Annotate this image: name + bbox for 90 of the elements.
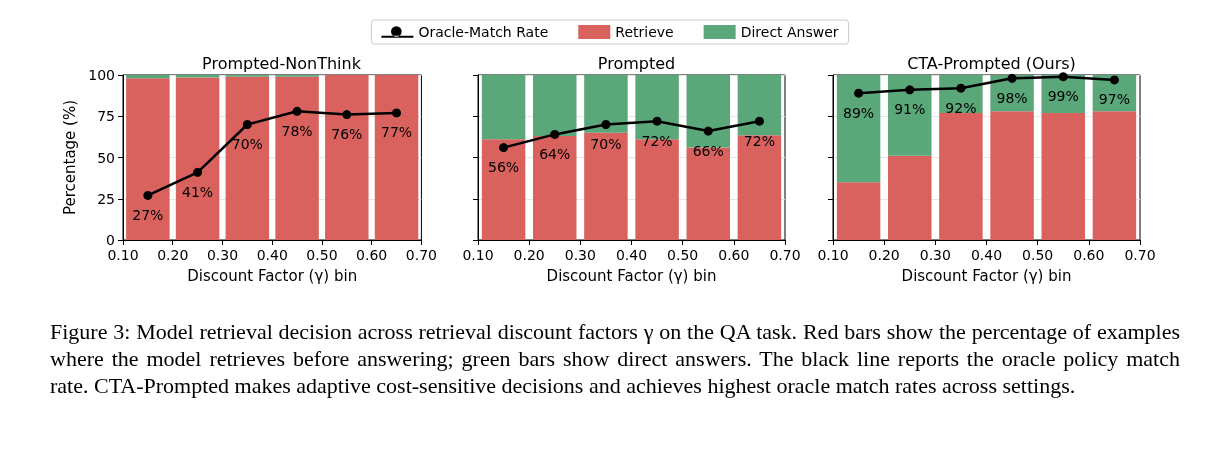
point [703,126,713,136]
data-label: 64% [539,145,571,162]
x-tick-label: 0.30 [564,247,596,263]
y-tick-label: 100 [88,67,115,83]
y-tick-label: 50 [97,149,115,166]
data-label: 56% [488,159,520,176]
point [242,120,252,129]
bar [584,132,628,240]
x-tick-label: 0.50 [306,247,338,263]
bar [888,155,932,240]
bar [990,111,1034,240]
x-axis-title: Discount Factor (γ) bin [546,266,717,285]
x-tick-label: 0.10 [462,247,494,263]
data-label: 76% [331,126,363,143]
x-tick-label: 0.20 [157,247,189,263]
chart-title: Prompted-NonThink [202,53,362,73]
point [499,143,509,153]
x-tick-label: 0.40 [256,247,288,263]
point [392,108,402,118]
legend-label: Direct Answer [740,24,839,40]
data-label: 41% [182,183,214,200]
data-label: 78% [281,122,313,139]
bar [533,136,577,240]
chart-title: CTA-Prompted (Ours) [907,53,1076,73]
x-tick-label: 0.40 [970,247,1003,263]
y-tick-label: 0 [106,232,115,248]
x-tick-label: 0.60 [356,247,388,263]
point [956,83,966,93]
point [550,129,560,139]
x-tick-label: 0.70 [769,247,801,263]
data-label: 70% [590,136,622,152]
bar [533,75,577,137]
point [652,116,662,126]
x-tick-label: 0.60 [718,247,750,263]
chart-title: Prompted [597,53,676,73]
data-label: 99% [1047,88,1079,105]
x-tick-label: 0.30 [206,247,239,263]
x-tick-label: 0.10 [107,247,139,263]
x-tick-label: 0.70 [1124,247,1156,263]
point [601,120,611,129]
y-axis-title: Percentage (%) [60,99,79,216]
bar [1092,111,1137,240]
bar [836,75,881,183]
x-tick-label: 0.70 [405,247,437,263]
x-tick-label: 0.50 [667,247,699,263]
caption: Figure 3: Model retrieval decision across retrieval discount factors γ on the QA task. Red bars show the percentage of examples where the model retrieves before answering; green bars show direct answers. The black line reports the oracle policy match rate. CTA-Prompted makes adaptive cost-sensitive decisions and achieves highest oracle match rates across settings. [50,318,1180,399]
x-tick-label: 0.20 [513,247,545,263]
point [342,110,352,120]
legend-label: Oracle-Match Rate [418,24,549,40]
data-label: 92% [945,99,977,116]
bar [737,75,782,136]
y-tick-label: 25 [97,190,115,207]
point [1058,72,1068,82]
data-label: 77% [380,124,413,141]
data-label: 66% [692,142,724,159]
data-label: 72% [743,132,775,149]
point [854,88,864,98]
point [1109,75,1119,85]
bar [481,139,526,240]
legend-label: Retrieve [615,24,674,40]
data-label: 91% [894,101,926,118]
x-axis-title: Discount Factor (γ) bin [901,266,1072,285]
point [905,85,915,95]
x-tick-label: 0.20 [868,247,900,263]
point [143,190,153,200]
point [754,116,764,126]
data-label: 70% [231,136,263,152]
bar [686,147,730,240]
point [193,167,203,177]
bar [939,112,983,240]
y-tick-label: 75 [97,108,115,125]
bar [888,75,932,156]
x-axis-title: Discount Factor (γ) bin [187,266,358,285]
x-tick-label: 0.50 [1022,247,1054,263]
data-label: 98% [996,89,1028,106]
bar [481,75,526,140]
x-tick-label: 0.10 [817,247,849,263]
point [292,106,302,116]
bar [836,182,881,240]
data-label: 97% [1098,91,1130,108]
x-tick-label: 0.40 [615,247,648,263]
x-tick-label: 0.60 [1073,247,1105,263]
point [1007,73,1017,83]
x-tick-label: 0.30 [919,247,951,263]
bar [584,75,628,133]
bar [737,135,782,240]
data-label: 89% [843,104,875,121]
bar [1041,112,1085,240]
data-label: 27% [132,206,164,223]
bar [686,75,730,148]
